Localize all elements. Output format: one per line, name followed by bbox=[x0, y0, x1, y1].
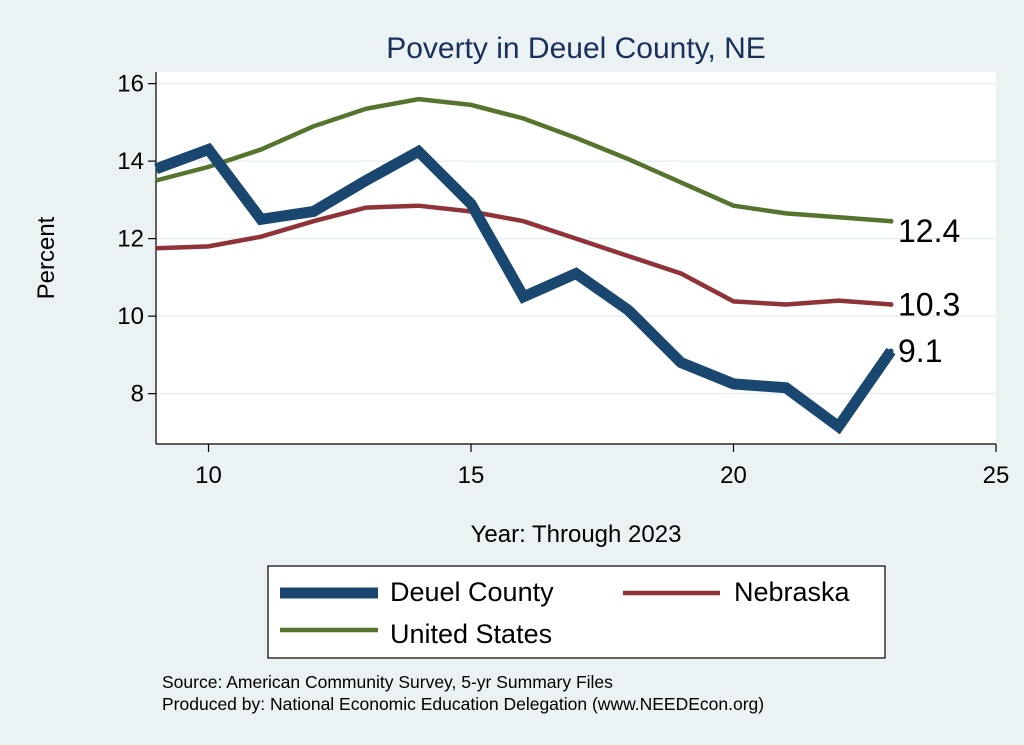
x-tick-label: 25 bbox=[983, 462, 1010, 489]
legend-label: United States bbox=[390, 619, 552, 649]
legend-label: Deuel County bbox=[390, 577, 554, 607]
y-axis-label: Percent bbox=[33, 216, 60, 299]
series-line bbox=[155, 203, 892, 307]
end-labels: 9.1 10.3 12.4 bbox=[888, 213, 960, 369]
y-tick-label: 10 bbox=[117, 303, 144, 330]
series-lines bbox=[154, 96, 896, 435]
x-tick-label: 10 bbox=[195, 462, 222, 489]
end-value-label: 12.4 bbox=[898, 213, 960, 249]
x-axis-ticks: 10 15 20 25 bbox=[195, 444, 1009, 489]
end-point bbox=[888, 218, 894, 224]
end-value-label: 9.1 bbox=[898, 333, 942, 369]
producer-note: Produced by: National Economic Education… bbox=[162, 694, 764, 714]
x-tick-label: 15 bbox=[458, 462, 485, 489]
chart-title: Poverty in Deuel County, NE bbox=[386, 32, 766, 65]
series-line bbox=[155, 96, 892, 224]
legend-label: Nebraska bbox=[734, 577, 851, 607]
y-tick-label: 14 bbox=[117, 148, 144, 175]
source-note: Source: American Community Survey, 5-yr … bbox=[162, 672, 613, 692]
x-axis-label: Year: Through 2023 bbox=[471, 521, 682, 548]
y-tick-label: 12 bbox=[117, 226, 144, 253]
end-value-label: 10.3 bbox=[898, 287, 960, 323]
y-tick-label: 8 bbox=[131, 381, 144, 408]
y-tick-label: 16 bbox=[117, 71, 144, 98]
legend: Deuel County Nebraska United States bbox=[280, 577, 851, 649]
legend-box bbox=[267, 565, 886, 659]
y-axis-ticks: 8 10 12 14 16 bbox=[117, 71, 156, 408]
end-point bbox=[888, 348, 894, 354]
series-line bbox=[154, 142, 896, 435]
end-point bbox=[888, 302, 894, 307]
x-tick-label: 20 bbox=[720, 462, 747, 489]
